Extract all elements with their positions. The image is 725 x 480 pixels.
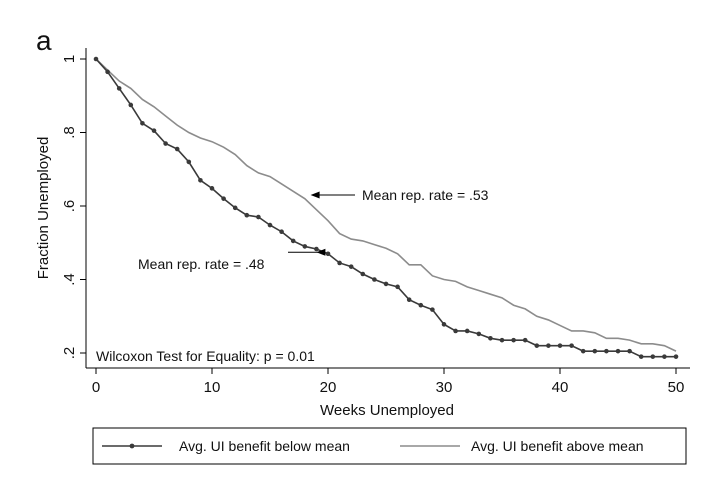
data-point-below-mean xyxy=(476,331,482,337)
data-point-below-mean xyxy=(279,229,284,235)
legend-label-below: Avg. UI benefit below mean xyxy=(179,438,350,454)
data-point-below-mean xyxy=(418,302,424,308)
data-point-below-mean xyxy=(511,337,516,343)
data-point-below-mean xyxy=(267,222,273,228)
legend-label-above: Avg. UI benefit above mean xyxy=(471,438,644,454)
data-point-below-mean xyxy=(325,251,331,257)
data-point-below-mean xyxy=(151,128,157,133)
data-point-below-mean xyxy=(174,146,180,152)
data-point-below-mean xyxy=(569,343,574,348)
x-tick-label: 30 xyxy=(436,379,453,396)
data-point-below-mean xyxy=(163,141,168,146)
data-point-below-mean xyxy=(186,159,192,165)
y-tick-label: .2 xyxy=(61,347,78,360)
series-line-above-mean xyxy=(95,58,677,352)
data-point-below-mean xyxy=(290,238,296,244)
panel-label: a xyxy=(36,25,52,56)
data-point-below-mean xyxy=(372,277,377,282)
data-point-below-mean xyxy=(221,196,226,201)
x-ticks: 0 10 20 30 40 50 xyxy=(92,368,685,396)
annotation-wilcoxon-test: Wilcoxon Test for Equality: p = 0.01 xyxy=(96,348,315,364)
y-tick-label: .8 xyxy=(61,126,78,139)
data-point-below-mean xyxy=(464,328,470,334)
legend: Avg. UI benefit below mean Avg. UI benef… xyxy=(92,427,687,465)
data-point-below-mean xyxy=(256,214,261,220)
data-point-below-mean xyxy=(546,343,551,348)
data-point-below-mean xyxy=(673,354,679,359)
y-tick-label: 1 xyxy=(61,55,78,63)
data-point-below-mean xyxy=(128,102,134,108)
data-point-below-mean xyxy=(638,354,644,359)
data-point-below-mean xyxy=(105,69,110,75)
data-point-below-mean xyxy=(522,337,528,343)
data-point-below-mean xyxy=(580,348,586,354)
annotation-layer: Mean rep. rate = .53 Mean rep. rate = .4… xyxy=(96,187,489,364)
data-point-below-mean xyxy=(430,307,435,312)
data-point-below-mean xyxy=(232,205,238,211)
series-line-below-mean xyxy=(95,58,676,358)
x-tick-label: 10 xyxy=(204,379,221,396)
data-point-below-mean xyxy=(348,264,354,269)
data-point-below-mean xyxy=(406,297,412,303)
data-point-below-mean xyxy=(650,354,656,359)
annotation-arrowhead-below xyxy=(316,248,326,256)
data-point-below-mean xyxy=(360,271,366,277)
data-point-below-mean xyxy=(499,337,505,343)
x-tick-label: 20 xyxy=(320,379,337,396)
y-tick-label: .4 xyxy=(61,273,78,286)
data-point-below-mean xyxy=(534,343,540,348)
annotation-arrowhead-above xyxy=(310,191,320,199)
plot-area: 0 10 20 30 40 50 .2 .4 .6 .8 1 Mean rep. rate = .… xyxy=(61,48,690,396)
data-point-below-mean xyxy=(627,348,632,354)
x-tick-label: 50 xyxy=(668,379,685,396)
data-point-below-mean xyxy=(244,212,250,218)
annotation-mean-rep-rate-below: Mean rep. rate = .48 xyxy=(138,256,265,272)
data-point-below-mean xyxy=(209,186,215,191)
data-point-below-mean xyxy=(314,246,319,252)
data-point-below-mean xyxy=(557,343,563,348)
data-point-below-mean xyxy=(395,284,400,290)
data-point-below-mean xyxy=(592,348,598,354)
data-point-below-mean xyxy=(441,322,447,327)
data-point-below-mean xyxy=(488,336,493,341)
data-point-below-mean xyxy=(93,56,99,62)
y-tick-label: .6 xyxy=(61,200,78,213)
x-tick-label: 40 xyxy=(552,379,569,396)
annotation-mean-rep-rate-above: Mean rep. rate = .53 xyxy=(362,187,489,203)
data-point-below-mean xyxy=(615,348,621,354)
data-point-below-mean xyxy=(116,86,122,91)
y-axis-label: Fraction Unemployed xyxy=(35,137,52,280)
legend-box xyxy=(92,427,687,465)
x-axis-label: Weeks Unemployed xyxy=(320,402,454,419)
series-layer xyxy=(93,56,679,359)
data-point-below-mean xyxy=(337,260,342,266)
y-ticks: .2 .4 .6 .8 1 xyxy=(61,55,86,359)
data-point-below-mean xyxy=(383,281,389,287)
data-point-below-mean xyxy=(198,177,203,183)
x-tick-label: 0 xyxy=(92,379,100,396)
data-point-below-mean xyxy=(662,354,667,359)
data-point-below-mean xyxy=(453,328,458,334)
data-point-below-mean xyxy=(604,348,609,354)
data-point-below-mean xyxy=(140,121,145,126)
data-point-below-mean xyxy=(302,244,308,249)
legend-marker-below xyxy=(129,443,135,449)
